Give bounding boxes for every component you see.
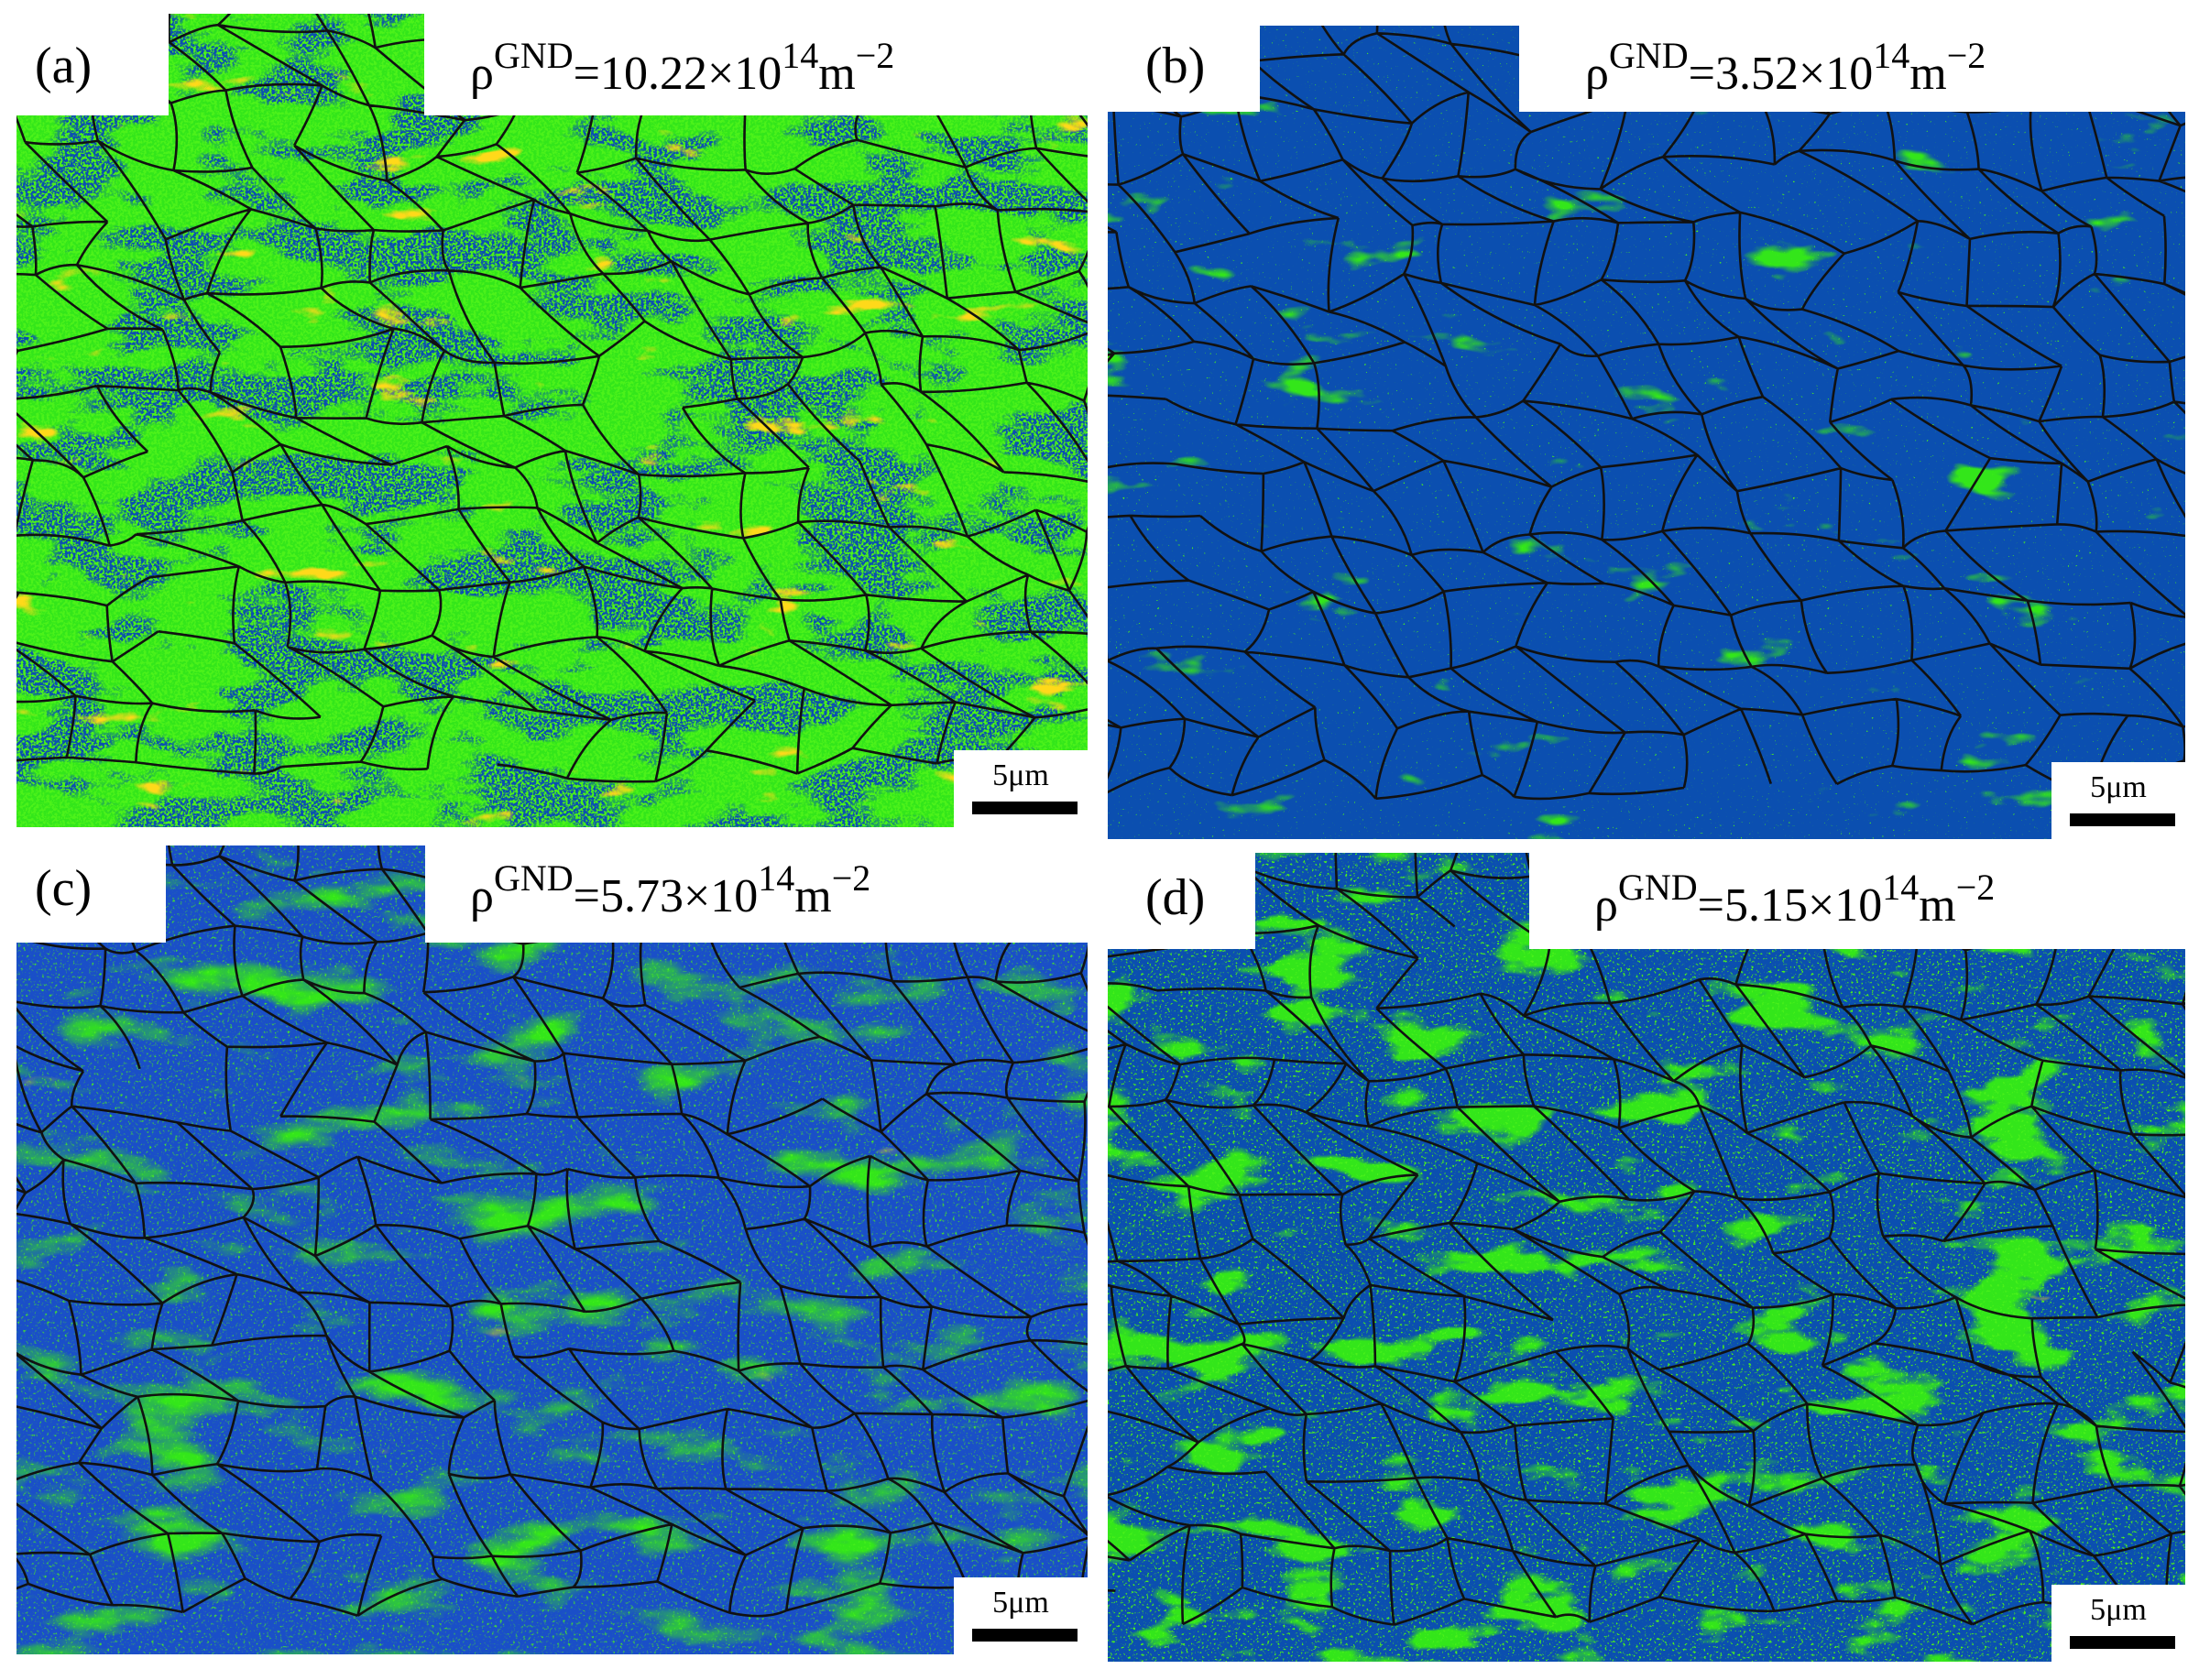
- panel: (c) ρGND=5.73×1014m−2 5μm: [16, 845, 1088, 1654]
- panel-label: (a): [35, 38, 92, 94]
- panel-label: (b): [1145, 38, 1205, 94]
- panel: (a) ρGND=10.22×1014m−2 5μm: [16, 14, 1088, 827]
- superscript: GND: [1609, 35, 1689, 76]
- exponent: 14: [1873, 35, 1909, 76]
- panel-label: (d): [1145, 869, 1205, 926]
- gnd-map: [1108, 26, 2185, 839]
- superscript: GND: [494, 857, 574, 899]
- high-density: [16, 845, 1088, 1654]
- high-density: [1108, 853, 2185, 1662]
- density-label: ρGND=10.22×1014m−2: [470, 35, 894, 100]
- high-density: [1108, 26, 2185, 839]
- exponent: 14: [758, 857, 794, 899]
- scale-bar: [972, 1629, 1078, 1642]
- superscript: GND: [1618, 867, 1698, 908]
- superscript: GND: [494, 35, 574, 76]
- value: =5.73×10: [574, 870, 759, 922]
- exponent: 14: [1882, 867, 1919, 908]
- value: =10.22×10: [574, 48, 782, 100]
- symbol: ρ: [1594, 879, 1618, 932]
- scale-bar: [2070, 813, 2175, 826]
- panel: (d) ρGND=5.15×1014m−2 5μm: [1108, 853, 2185, 1662]
- exponent: 14: [782, 35, 818, 76]
- unit-exponent: −2: [1947, 35, 1986, 76]
- gnd-map: [1108, 853, 2185, 1662]
- value: =5.15×10: [1698, 879, 1883, 932]
- gnd-map: [16, 845, 1088, 1654]
- scale-bar-label: 5μm: [2090, 1593, 2147, 1627]
- density-label: ρGND=5.73×1014m−2: [470, 857, 870, 922]
- unit-exponent: −2: [1956, 867, 1996, 908]
- unit-exponent: −2: [856, 35, 895, 76]
- panel: (b) ρGND=3.52×1014m−2 5μm: [1108, 26, 2185, 839]
- unit: m: [818, 48, 855, 100]
- density-label: ρGND=3.52×1014m−2: [1585, 35, 1986, 100]
- scale-bar-label: 5μm: [992, 758, 1049, 792]
- symbol: ρ: [470, 870, 494, 922]
- scale-bar-label: 5μm: [992, 1586, 1049, 1620]
- scale-bar: [2070, 1636, 2175, 1649]
- value: =3.52×10: [1689, 48, 1874, 100]
- scale-bar: [972, 802, 1078, 814]
- panel-label: (c): [35, 860, 92, 917]
- unit-exponent: −2: [832, 857, 871, 899]
- density-label: ρGND=5.15×1014m−2: [1594, 867, 1995, 932]
- unit: m: [1919, 879, 1955, 932]
- unit: m: [794, 870, 831, 922]
- scale-bar-label: 5μm: [2090, 770, 2147, 804]
- unit: m: [1909, 48, 1946, 100]
- gnd-map: [16, 14, 1088, 827]
- symbol: ρ: [1585, 48, 1609, 100]
- symbol: ρ: [470, 48, 494, 100]
